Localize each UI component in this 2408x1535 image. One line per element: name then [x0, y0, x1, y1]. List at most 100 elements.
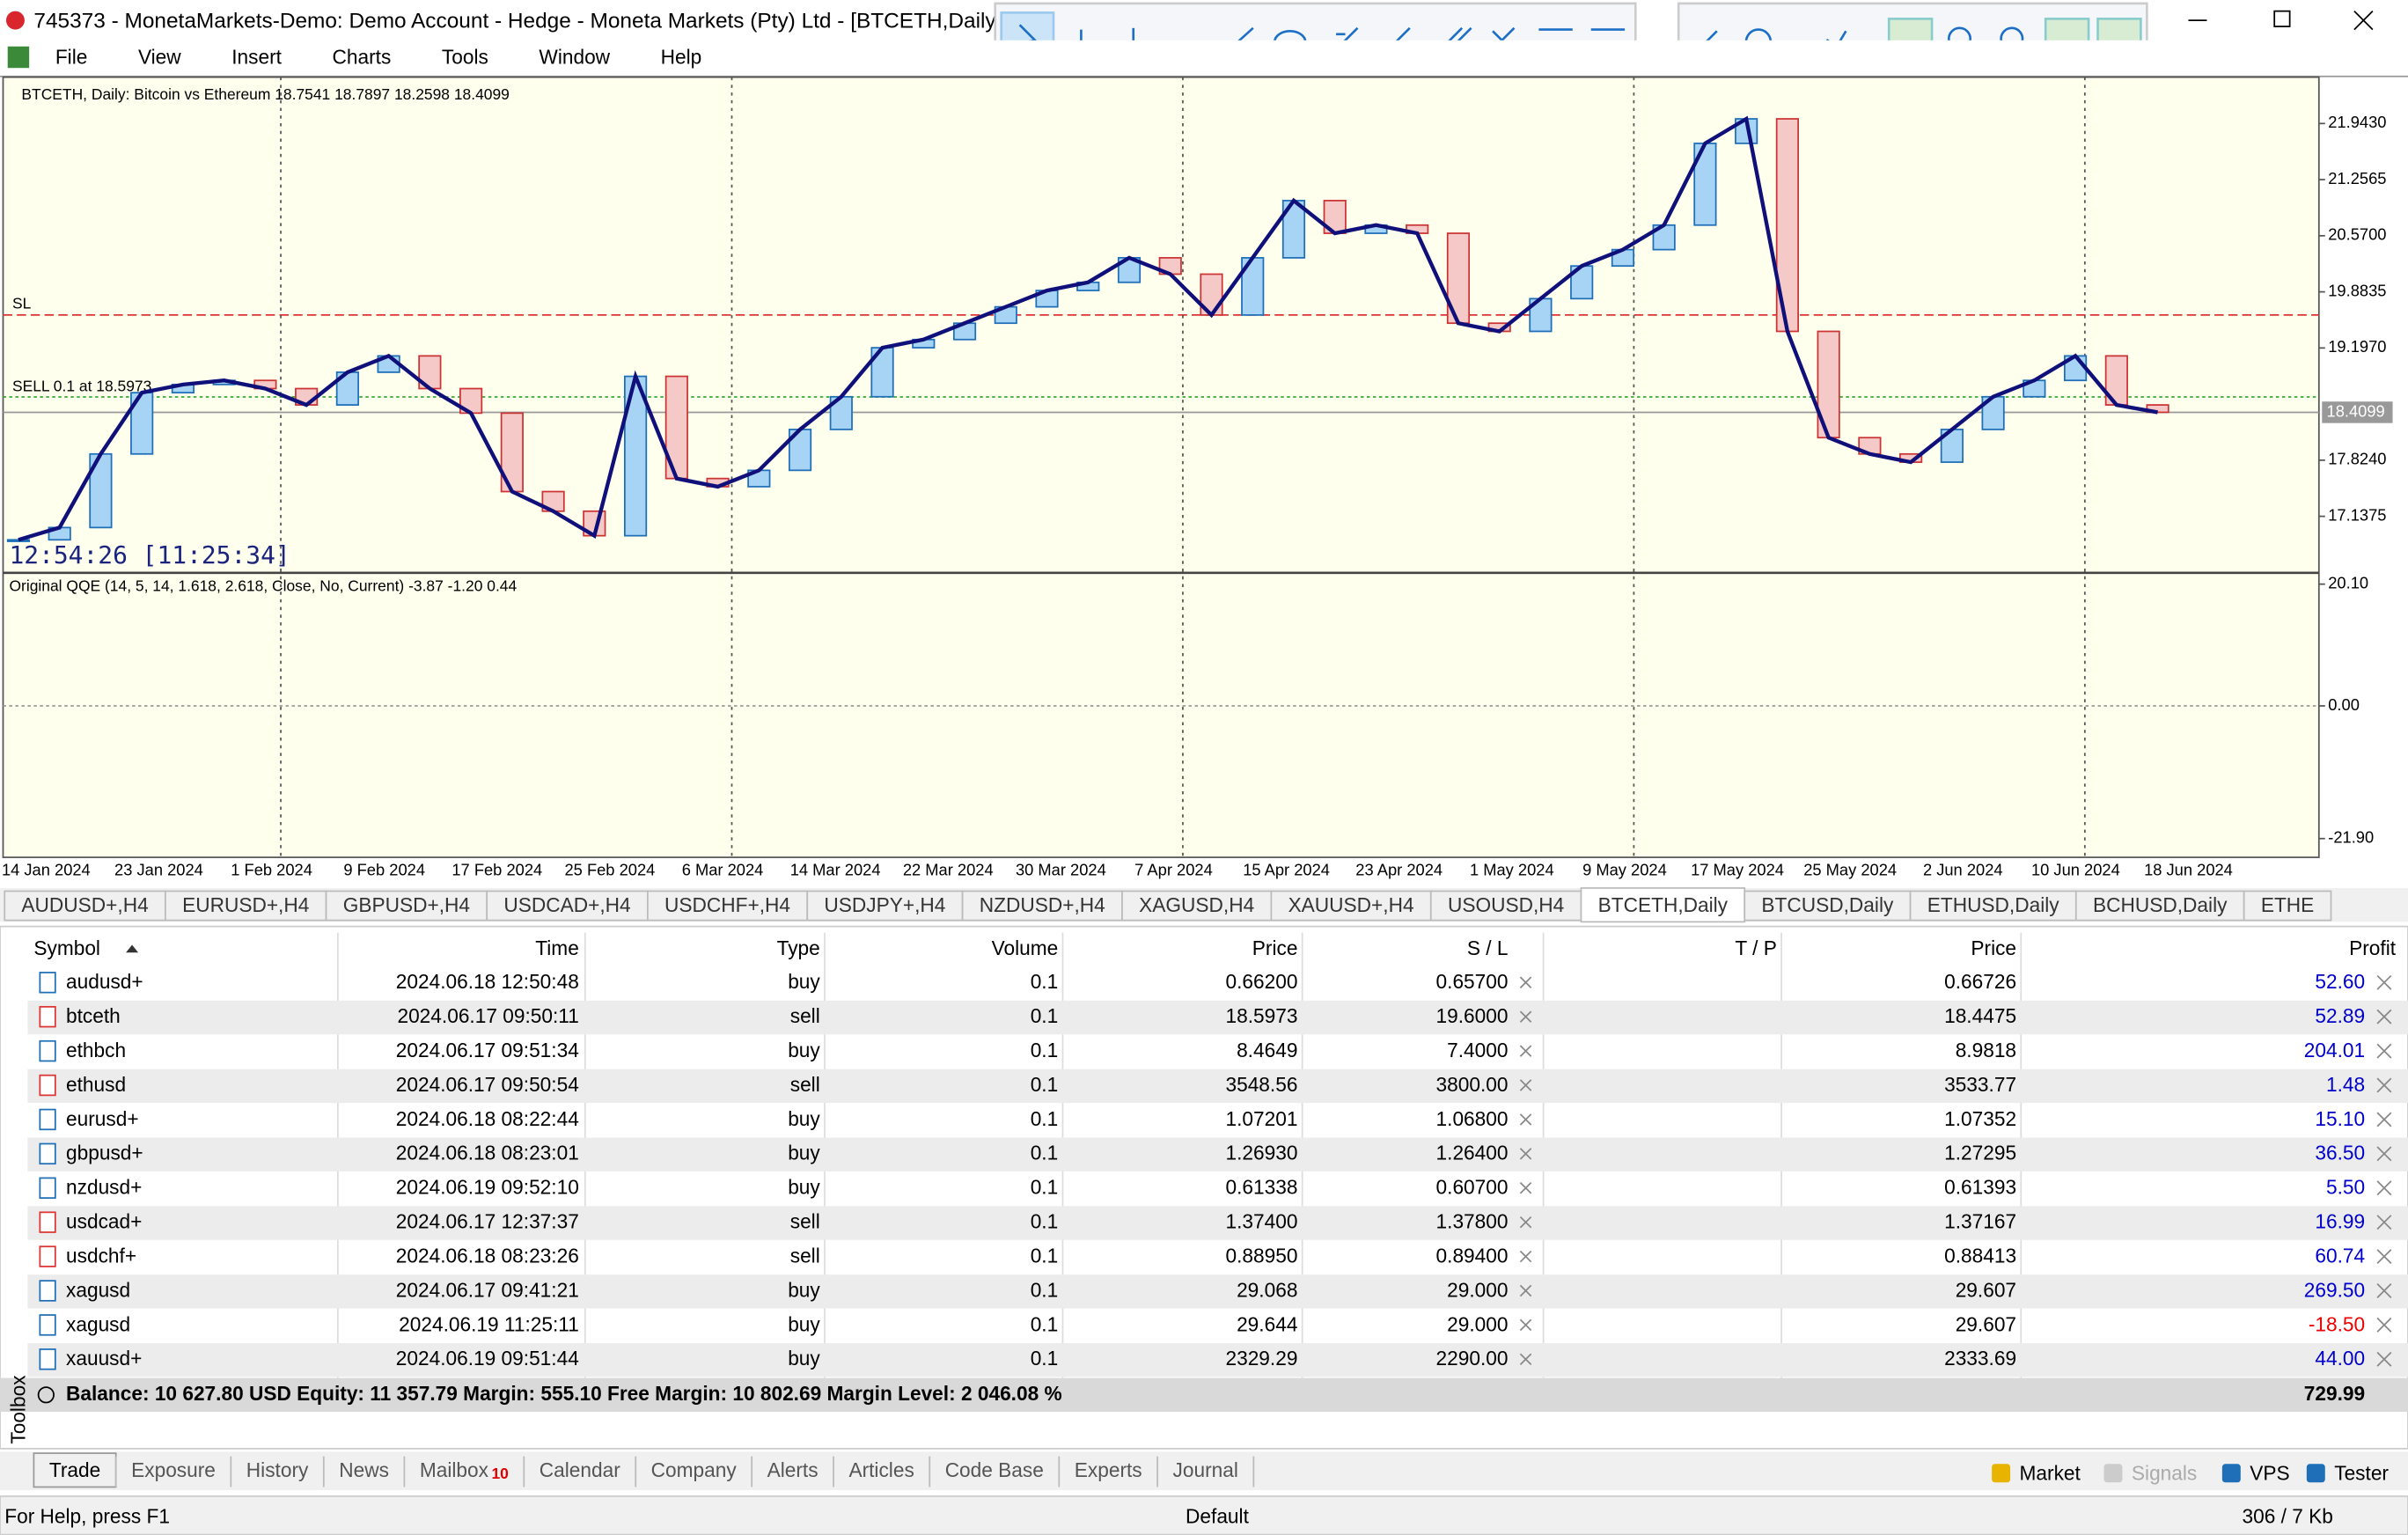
toolbox-link[interactable]: Market	[2020, 1462, 2081, 1485]
close-x[interactable]	[1519, 1317, 2392, 1333]
menu-item[interactable]: Charts	[333, 46, 392, 69]
cell: 0.1	[1031, 1210, 1059, 1233]
symbol-tab[interactable]	[1909, 890, 2077, 922]
toolbox-tab[interactable]: News	[339, 1458, 389, 1481]
close-x[interactable]	[1519, 1180, 2392, 1196]
close-x[interactable]	[1519, 1043, 2392, 1059]
symbol-tab-label[interactable]: EURUSD+,H4	[182, 893, 309, 916]
toolbox-tab[interactable]: Exposure	[131, 1458, 216, 1481]
symbol-tab[interactable]	[1270, 890, 1432, 922]
column-header[interactable]: T / P	[1735, 936, 1776, 959]
price-tick-label: 19.1970	[2328, 337, 2386, 356]
symbol-tab[interactable]	[486, 890, 649, 922]
menu-item[interactable]: Insert	[231, 46, 282, 69]
toolbox-tab[interactable]: Code Base	[945, 1458, 1044, 1481]
toolbox-tab[interactable]: Articles	[848, 1458, 914, 1481]
symbol-tab[interactable]	[1121, 890, 1273, 922]
column-header[interactable]: Profit	[2349, 936, 2397, 959]
date-label: 6 Mar 2024	[682, 861, 764, 879]
profit: -18.50	[2309, 1312, 2365, 1335]
column-header[interactable]: Volume	[992, 936, 1059, 959]
cell: 3533.77	[1944, 1073, 2016, 1096]
symbol-tab[interactable]	[2243, 890, 2332, 922]
cell: buy	[788, 1142, 820, 1164]
column-header[interactable]: Type	[777, 936, 820, 959]
date-label: 30 Mar 2024	[1016, 861, 1106, 879]
cell: buy	[788, 1347, 820, 1370]
symbol-tab-label[interactable]: ETHUSD,Daily	[1927, 893, 2060, 916]
symbol-tab-label[interactable]: USDJPY+,H4	[824, 893, 945, 916]
symbol-tab[interactable]	[646, 890, 809, 922]
symbol-tab[interactable]	[2074, 890, 2245, 922]
symbol-tab-label[interactable]: BTCUSD,Daily	[1761, 893, 1894, 916]
menu-item[interactable]: Tools	[442, 46, 488, 69]
close-x[interactable]	[1519, 974, 2392, 990]
cell: buy	[788, 1107, 820, 1130]
row-icon	[39, 1142, 56, 1165]
toolbox-tab[interactable]: Calendar	[540, 1458, 620, 1481]
toolbox-tab[interactable]: Trade	[49, 1458, 100, 1481]
profit: 52.60	[2315, 970, 2365, 993]
close-x[interactable]	[1519, 1112, 2392, 1127]
toolbox-icon	[2221, 1464, 2241, 1483]
menu-item[interactable]: Window	[539, 46, 610, 69]
symbol-tab-label[interactable]: AUDUSD+,H4	[21, 893, 148, 916]
symbol-tab-label[interactable]: USOUSD,H4	[1448, 893, 1564, 916]
symbol-tab-label[interactable]: ETHE	[2261, 893, 2314, 916]
symbol-tab[interactable]	[165, 890, 327, 922]
toolbox-tab[interactable]: History	[246, 1458, 309, 1481]
column-header[interactable]: Time	[535, 936, 579, 959]
cell: audusd+	[66, 970, 143, 993]
status-traffic: 306 / 7 Kb	[2243, 1504, 2333, 1527]
cell: 2024.06.19 11:25:11	[399, 1312, 579, 1335]
symbol-tab-label[interactable]: USDCAD+,H4	[503, 893, 630, 916]
symbol-tab-label[interactable]: XAUUSD+,H4	[1288, 893, 1414, 916]
toolbox-link[interactable]: Signals	[2132, 1462, 2197, 1485]
symbol-tab-label[interactable]: BCHUSD,Daily	[2093, 893, 2228, 916]
cell: xauusd+	[66, 1347, 142, 1370]
symbol-tab-label[interactable]: BTCETH,Daily	[1598, 893, 1729, 916]
column-header[interactable]: Price	[1252, 936, 1298, 959]
close-x[interactable]	[1519, 1077, 2392, 1093]
row-bg	[27, 1274, 2408, 1309]
symbol-tab[interactable]	[1580, 887, 1746, 923]
cell: 2024.06.17 09:50:11	[397, 1004, 578, 1027]
close-x[interactable]	[1519, 1146, 2392, 1162]
symbol-tab[interactable]	[1429, 890, 1582, 922]
toolbox-tab[interactable]: Company	[651, 1458, 738, 1481]
toolbox-link[interactable]: VPS	[2250, 1462, 2289, 1485]
symbol-tab[interactable]	[325, 890, 488, 922]
profit: 52.89	[2315, 1004, 2365, 1027]
chart-separator	[3, 571, 2319, 575]
toolbox-link[interactable]: Tester	[2334, 1462, 2389, 1485]
cell: 2024.06.17 09:51:34	[396, 1039, 579, 1061]
symbol-tab-label[interactable]: XAGUSD,H4	[1139, 893, 1254, 916]
close-x[interactable]	[1519, 1215, 2392, 1230]
cell: eurusd+	[66, 1107, 139, 1130]
toolbox-tab[interactable]: Alerts	[767, 1458, 819, 1481]
chart-header: BTCETH, Daily: Bitcoin vs Ethereum 18.75…	[21, 85, 509, 103]
symbol-tab[interactable]	[1744, 890, 1912, 922]
cell: 0.60700	[1436, 1176, 1509, 1199]
menu-item[interactable]: View	[138, 46, 181, 69]
column-header[interactable]: Symbol	[33, 936, 100, 959]
column-header[interactable]: S / L	[1467, 936, 1509, 959]
profit: 5.50	[2326, 1176, 2365, 1199]
symbol-tab-label[interactable]: USDCHF+,H4	[664, 893, 790, 916]
price-tick-label: 17.8240	[2328, 450, 2386, 468]
toolbox-tab[interactable]: Mailbox	[420, 1458, 489, 1481]
close-x[interactable]	[1519, 1351, 2392, 1367]
symbol-tab-label[interactable]: NZDUSD+,H4	[980, 893, 1105, 916]
date-label: 9 Feb 2024	[343, 861, 425, 879]
close-x[interactable]	[1519, 1283, 2392, 1298]
close-x[interactable]	[1519, 1009, 2392, 1025]
column-header[interactable]: Price	[1971, 936, 2016, 959]
toolbox-tab[interactable]: Experts	[1075, 1458, 1142, 1481]
toolbox-tab[interactable]: Journal	[1173, 1458, 1238, 1481]
window-controls	[2188, 10, 2374, 31]
close-x[interactable]	[1519, 1249, 2392, 1265]
menu-item[interactable]: File	[55, 46, 88, 69]
indicator-tick-label: -21.90	[2328, 828, 2374, 847]
menu-item[interactable]: Help	[661, 46, 702, 69]
symbol-tab-label[interactable]: GBPUSD+,H4	[343, 893, 470, 916]
